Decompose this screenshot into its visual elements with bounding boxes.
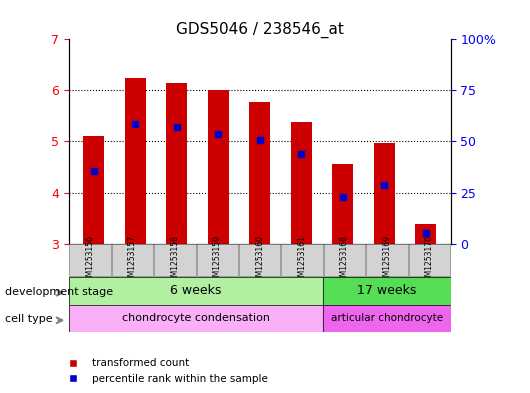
Text: GSM1253158: GSM1253158 [171, 235, 179, 286]
Text: cell type: cell type [5, 314, 53, 324]
FancyBboxPatch shape [239, 244, 280, 276]
Bar [323, 277, 450, 305]
FancyBboxPatch shape [69, 244, 111, 276]
Text: GSM1253170: GSM1253170 [425, 235, 434, 286]
Text: GSM1253157: GSM1253157 [128, 235, 137, 286]
FancyBboxPatch shape [366, 244, 408, 276]
Bar [69, 305, 323, 332]
Text: 17 weeks: 17 weeks [357, 284, 417, 298]
Bar [83, 136, 104, 244]
Bar [166, 83, 187, 244]
Bar [125, 77, 146, 244]
Bar [69, 277, 323, 305]
Bar [291, 122, 312, 244]
Text: GSM1253160: GSM1253160 [255, 235, 264, 286]
FancyBboxPatch shape [281, 244, 323, 276]
Text: development stage: development stage [5, 286, 113, 297]
Title: GDS5046 / 238546_at: GDS5046 / 238546_at [176, 22, 343, 38]
Text: GSM1253161: GSM1253161 [298, 235, 306, 286]
FancyBboxPatch shape [324, 244, 365, 276]
Bar [249, 102, 270, 244]
FancyBboxPatch shape [197, 244, 238, 276]
Text: GSM1253156: GSM1253156 [86, 235, 94, 286]
Legend: transformed count, percentile rank within the sample: transformed count, percentile rank withi… [58, 354, 271, 388]
Text: GSM1253159: GSM1253159 [213, 235, 222, 286]
Text: GSM1253168: GSM1253168 [340, 235, 349, 286]
Bar [415, 224, 436, 244]
Text: chondrocyte condensation: chondrocyte condensation [122, 313, 270, 323]
FancyBboxPatch shape [112, 244, 153, 276]
Bar [332, 164, 353, 244]
Text: GSM1253169: GSM1253169 [383, 235, 391, 286]
Bar [323, 305, 450, 332]
Text: 6 weeks: 6 weeks [171, 284, 222, 298]
FancyBboxPatch shape [409, 244, 450, 276]
FancyBboxPatch shape [154, 244, 196, 276]
Bar [374, 143, 394, 244]
Text: articular chondrocyte: articular chondrocyte [331, 313, 443, 323]
Bar [208, 90, 228, 244]
